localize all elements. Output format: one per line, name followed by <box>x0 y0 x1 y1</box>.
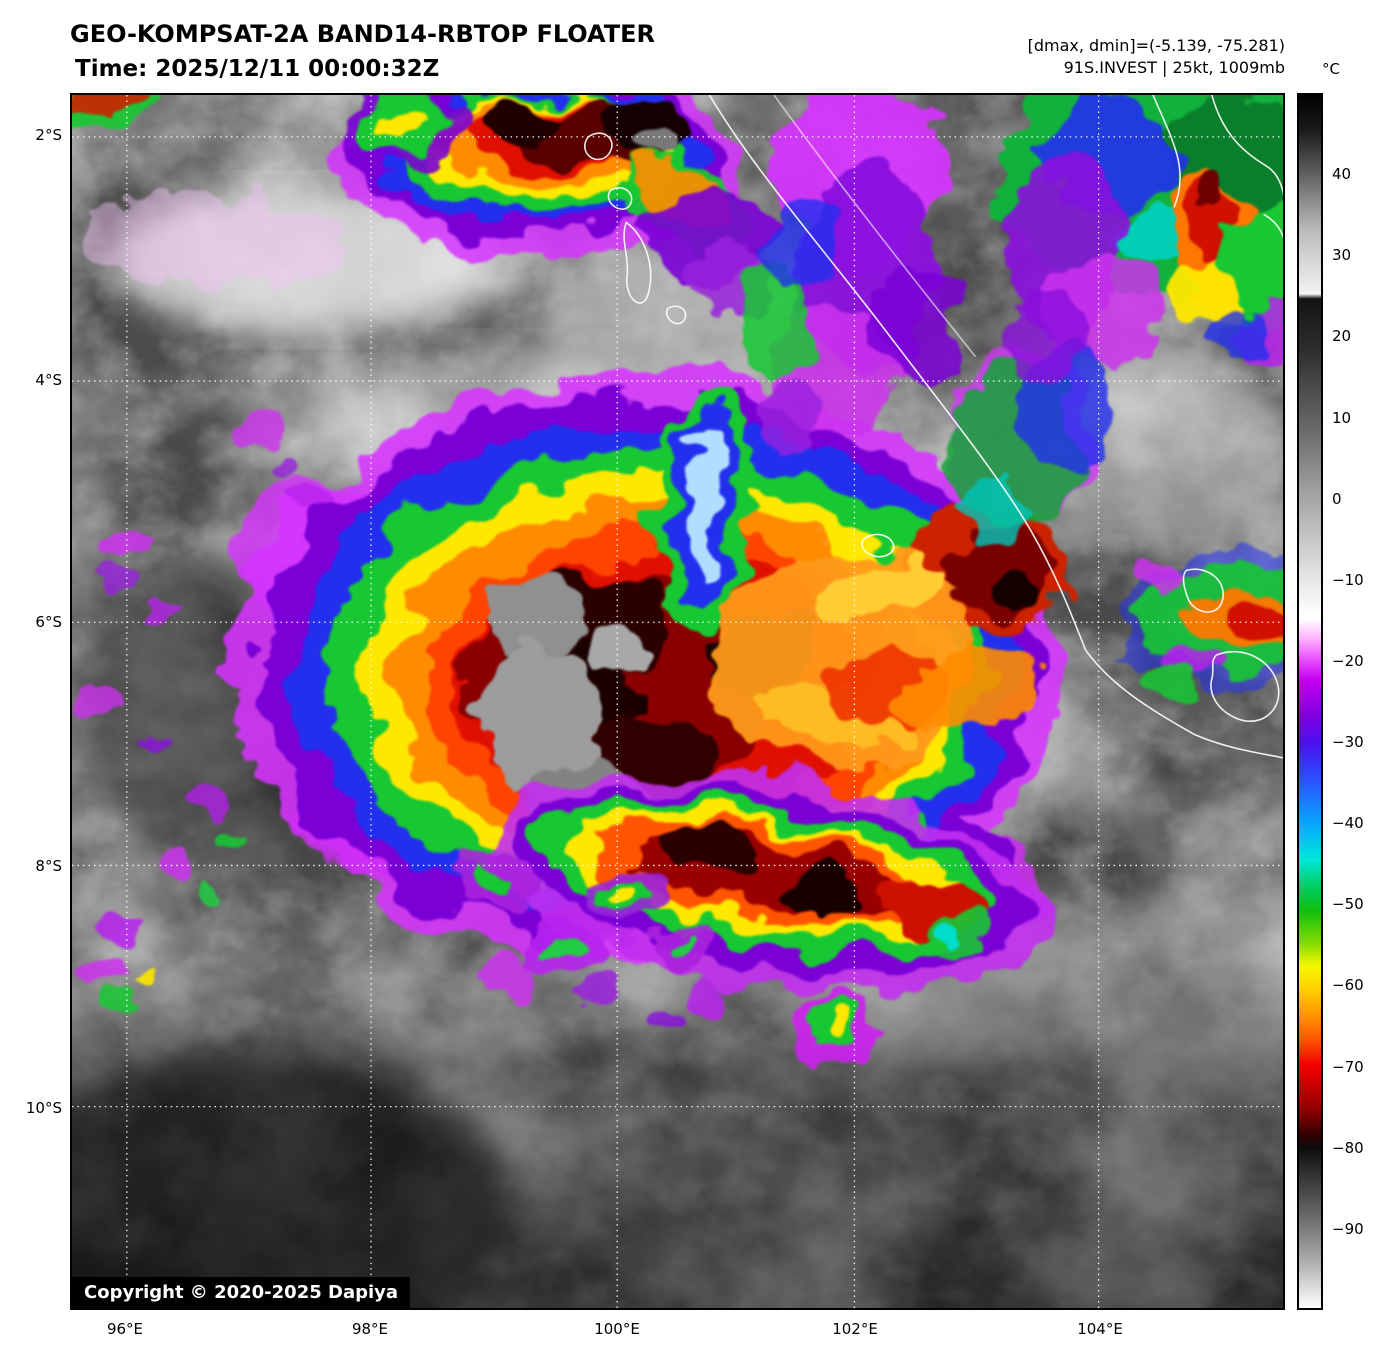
coastline-layer <box>584 95 1283 759</box>
colorbar-tick-label: 30 <box>1332 246 1352 264</box>
product-title: GEO-KOMPSAT-2A BAND14-RBTOP FLOATER <box>70 20 655 48</box>
lon-tick-label: 104°E <box>1077 1320 1123 1338</box>
satellite-map: Copyright © 2020-2025 Dapiya <box>70 93 1285 1310</box>
lon-tick-label: 102°E <box>832 1320 878 1338</box>
colorbar-tick-label: −80 <box>1332 1139 1364 1157</box>
lat-tick-label: 8°S <box>35 857 62 875</box>
colorbar-tick-label: −60 <box>1332 976 1364 994</box>
colorbar-tick-label: −10 <box>1332 571 1364 589</box>
latlon-grid <box>72 95 1283 1308</box>
colorbar-tick-label: 10 <box>1332 409 1352 427</box>
product-time: Time: 2025/12/11 00:00:32Z <box>75 56 440 82</box>
colorbar-tick-label: 40 <box>1332 165 1352 183</box>
storm-color-layer <box>72 95 1283 1058</box>
lon-tick-label: 98°E <box>351 1320 389 1338</box>
satellite-imagery <box>72 95 1283 1308</box>
storm-status-readout: 91S.INVEST | 25kt, 1009mb <box>1063 58 1285 77</box>
colorbar-tick-label: 20 <box>1332 327 1352 345</box>
lat-tick-label: 10°S <box>25 1099 62 1117</box>
colorbar-tick-label: −70 <box>1332 1058 1364 1076</box>
copyright-badge: Copyright © 2020-2025 Dapiya <box>72 1277 411 1308</box>
lon-tick-label: 100°E <box>594 1320 640 1338</box>
lat-tick-label: 6°S <box>35 613 62 631</box>
lat-tick-label: 2°S <box>35 126 62 144</box>
colorbar-tick-label: −20 <box>1332 652 1364 670</box>
colorbar-tick-label: −50 <box>1332 895 1364 913</box>
lat-tick-label: 4°S <box>35 371 62 389</box>
colorbar-tick-label: −90 <box>1332 1220 1364 1238</box>
dmax-dmin-readout: [dmax, dmin]=(-5.139, -75.281) <box>1027 36 1285 55</box>
colorbar-unit-label: °C <box>1322 60 1340 78</box>
colorbar <box>1297 93 1323 1310</box>
colorbar-tick-label: 0 <box>1332 490 1342 508</box>
colorbar-tick-label: −30 <box>1332 733 1364 751</box>
colorbar-tick-label: −40 <box>1332 814 1364 832</box>
lon-tick-label: 96°E <box>106 1320 144 1338</box>
